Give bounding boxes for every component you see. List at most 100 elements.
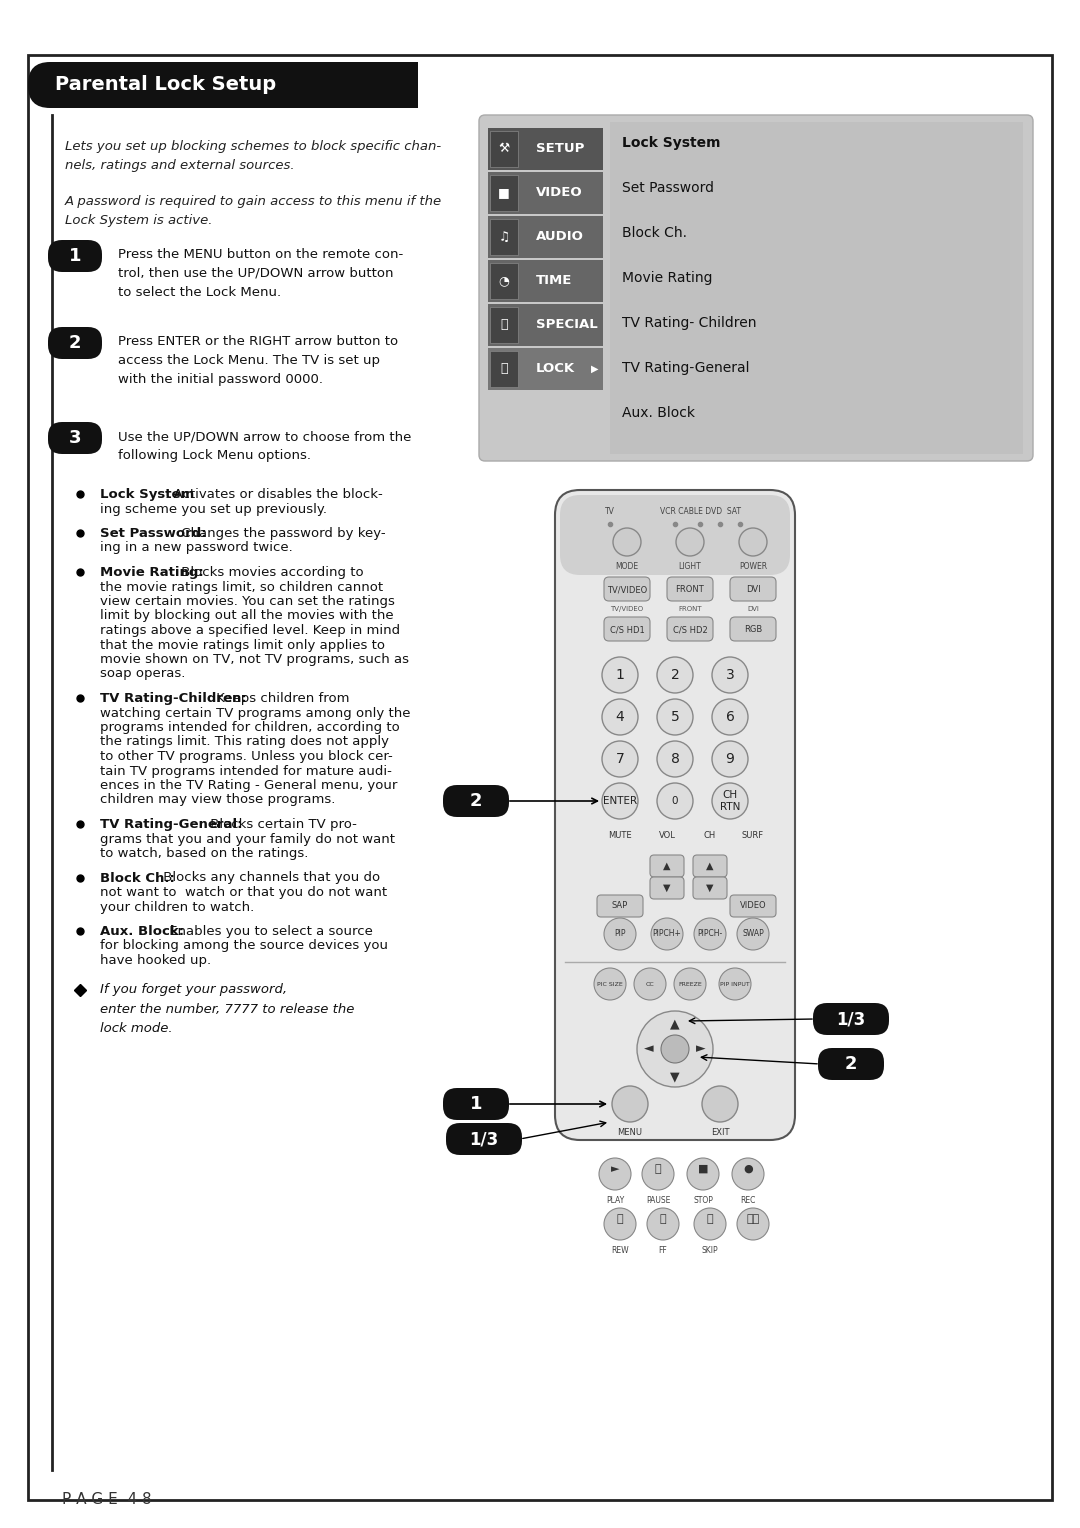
FancyBboxPatch shape bbox=[488, 173, 603, 214]
Text: to watch, based on the ratings.: to watch, based on the ratings. bbox=[100, 847, 309, 860]
Circle shape bbox=[712, 698, 748, 735]
Text: ⏭⏭: ⏭⏭ bbox=[746, 1215, 759, 1224]
Text: Movie Rating:: Movie Rating: bbox=[100, 565, 204, 579]
FancyBboxPatch shape bbox=[813, 1002, 889, 1034]
Circle shape bbox=[613, 529, 642, 556]
Text: have hooked up.: have hooked up. bbox=[100, 953, 211, 967]
Circle shape bbox=[739, 529, 767, 556]
FancyBboxPatch shape bbox=[818, 1048, 885, 1080]
Circle shape bbox=[657, 657, 693, 694]
FancyBboxPatch shape bbox=[443, 1088, 509, 1120]
Text: ⏩: ⏩ bbox=[660, 1215, 666, 1224]
Circle shape bbox=[612, 1086, 648, 1122]
Text: not want to  watch or that you do not want: not want to watch or that you do not wan… bbox=[100, 886, 387, 898]
FancyBboxPatch shape bbox=[490, 131, 518, 167]
Text: ●: ● bbox=[743, 1164, 753, 1174]
FancyBboxPatch shape bbox=[561, 495, 789, 575]
Text: 2: 2 bbox=[671, 668, 679, 681]
Text: ⏭: ⏭ bbox=[706, 1215, 713, 1224]
Text: 6: 6 bbox=[726, 711, 734, 724]
Text: ►: ► bbox=[697, 1042, 706, 1056]
FancyBboxPatch shape bbox=[490, 351, 518, 387]
Text: TV/VIDEO: TV/VIDEO bbox=[607, 585, 647, 594]
Circle shape bbox=[602, 698, 638, 735]
Text: 0: 0 bbox=[672, 796, 678, 805]
Text: limit by blocking out all the movies with the: limit by blocking out all the movies wit… bbox=[100, 610, 393, 622]
Circle shape bbox=[712, 741, 748, 778]
Text: programs intended for children, according to: programs intended for children, accordin… bbox=[100, 721, 400, 733]
Text: view certain movies. You can set the ratings: view certain movies. You can set the rat… bbox=[100, 594, 395, 608]
Circle shape bbox=[712, 657, 748, 694]
Circle shape bbox=[604, 918, 636, 950]
FancyBboxPatch shape bbox=[443, 785, 509, 817]
Circle shape bbox=[602, 782, 638, 819]
Text: ►: ► bbox=[611, 1164, 619, 1174]
Text: grams that you and your family do not want: grams that you and your family do not wa… bbox=[100, 833, 395, 845]
Circle shape bbox=[602, 741, 638, 778]
Text: movie shown on TV, not TV programs, such as: movie shown on TV, not TV programs, such… bbox=[100, 652, 409, 666]
Text: FRONT: FRONT bbox=[678, 607, 702, 613]
Text: ences in the TV Rating - General menu, your: ences in the TV Rating - General menu, y… bbox=[100, 779, 397, 792]
Text: A password is required to gain access to this menu if the
Lock System is active.: A password is required to gain access to… bbox=[65, 196, 442, 228]
Text: 1: 1 bbox=[69, 248, 81, 264]
Text: Movie Rating: Movie Rating bbox=[622, 270, 713, 286]
Text: ◄: ◄ bbox=[644, 1042, 653, 1056]
Circle shape bbox=[651, 918, 683, 950]
Text: SETUP: SETUP bbox=[536, 142, 584, 156]
Text: Enables you to select a source: Enables you to select a source bbox=[165, 924, 373, 938]
Text: PAUSE: PAUSE bbox=[646, 1196, 671, 1206]
Text: PIC SIZE: PIC SIZE bbox=[597, 981, 623, 987]
Text: the movie ratings limit, so children cannot: the movie ratings limit, so children can… bbox=[100, 581, 383, 593]
Text: FREEZE: FREEZE bbox=[678, 981, 702, 987]
FancyBboxPatch shape bbox=[555, 490, 795, 1140]
Text: 5: 5 bbox=[671, 711, 679, 724]
FancyBboxPatch shape bbox=[597, 895, 643, 917]
Text: to other TV programs. Unless you block cer-: to other TV programs. Unless you block c… bbox=[100, 750, 393, 762]
Text: TV Rating-Children:: TV Rating-Children: bbox=[100, 692, 246, 704]
FancyBboxPatch shape bbox=[693, 856, 727, 877]
FancyBboxPatch shape bbox=[490, 219, 518, 255]
Circle shape bbox=[657, 782, 693, 819]
Text: FF: FF bbox=[659, 1245, 667, 1254]
Text: Aux. Block: Aux. Block bbox=[622, 406, 696, 420]
Circle shape bbox=[719, 969, 751, 999]
FancyBboxPatch shape bbox=[667, 617, 713, 642]
Text: Set Password: Set Password bbox=[622, 180, 714, 196]
Text: C/S HD2: C/S HD2 bbox=[673, 625, 707, 634]
FancyBboxPatch shape bbox=[488, 128, 603, 170]
Circle shape bbox=[732, 1158, 764, 1190]
Text: Changes the password by key-: Changes the password by key- bbox=[177, 527, 386, 539]
Text: ▼: ▼ bbox=[663, 883, 671, 892]
Text: ⚒: ⚒ bbox=[498, 142, 510, 156]
Text: Blocks any channels that you do: Blocks any channels that you do bbox=[159, 871, 380, 885]
Text: Set Password:: Set Password: bbox=[100, 527, 206, 539]
FancyBboxPatch shape bbox=[650, 856, 684, 877]
FancyBboxPatch shape bbox=[200, 63, 418, 108]
Text: ing in a new password twice.: ing in a new password twice. bbox=[100, 541, 293, 555]
Text: Lock System: Lock System bbox=[622, 136, 720, 150]
Text: PIP INPUT: PIP INPUT bbox=[720, 981, 750, 987]
Text: C/S HD1: C/S HD1 bbox=[609, 625, 645, 634]
FancyBboxPatch shape bbox=[488, 348, 603, 390]
Text: MUTE: MUTE bbox=[608, 831, 632, 840]
Text: If you forget your password,
enter the number, 7777 to release the
lock mode.: If you forget your password, enter the n… bbox=[100, 984, 354, 1034]
Text: 1/3: 1/3 bbox=[470, 1131, 499, 1148]
Circle shape bbox=[599, 1158, 631, 1190]
Text: Use the UP/DOWN arrow to choose from the
following Lock Menu options.: Use the UP/DOWN arrow to choose from the… bbox=[118, 429, 411, 461]
Text: Blocks movies according to: Blocks movies according to bbox=[177, 565, 363, 579]
Text: ⏸: ⏸ bbox=[654, 1164, 661, 1174]
Circle shape bbox=[661, 1034, 689, 1063]
Text: soap operas.: soap operas. bbox=[100, 668, 186, 680]
Circle shape bbox=[676, 529, 704, 556]
Text: children may view those programs.: children may view those programs. bbox=[100, 793, 336, 807]
Circle shape bbox=[702, 1086, 738, 1122]
Text: DVI: DVI bbox=[747, 607, 759, 613]
Text: ♫: ♫ bbox=[498, 231, 510, 243]
Text: CH
RTN: CH RTN bbox=[719, 790, 740, 811]
Circle shape bbox=[712, 782, 748, 819]
Text: ⏪: ⏪ bbox=[617, 1215, 623, 1224]
Circle shape bbox=[637, 1012, 713, 1086]
Text: PLAY: PLAY bbox=[606, 1196, 624, 1206]
Text: 9: 9 bbox=[726, 752, 734, 766]
Circle shape bbox=[642, 1158, 674, 1190]
